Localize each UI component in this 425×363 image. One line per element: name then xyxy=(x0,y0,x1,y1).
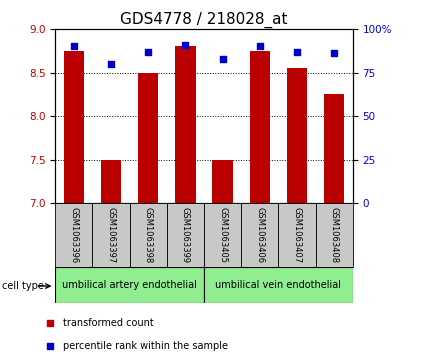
Bar xyxy=(315,203,353,267)
Bar xyxy=(204,203,241,267)
Text: GSM1063396: GSM1063396 xyxy=(69,207,78,263)
Point xyxy=(182,42,189,48)
Bar xyxy=(204,267,353,303)
Text: percentile rank within the sample: percentile rank within the sample xyxy=(63,341,228,351)
Bar xyxy=(212,160,233,203)
Bar xyxy=(55,203,92,267)
Point xyxy=(256,44,263,49)
Bar xyxy=(167,203,204,267)
Bar xyxy=(101,160,121,203)
Point xyxy=(47,320,54,326)
Text: GSM1063399: GSM1063399 xyxy=(181,207,190,263)
Bar xyxy=(175,46,196,203)
Bar xyxy=(92,203,130,267)
Text: cell type: cell type xyxy=(2,281,44,291)
Text: umbilical vein endothelial: umbilical vein endothelial xyxy=(215,280,341,290)
Text: GSM1063405: GSM1063405 xyxy=(218,207,227,263)
Point xyxy=(219,56,226,62)
Point xyxy=(71,44,77,49)
Bar xyxy=(287,68,307,203)
Point xyxy=(294,49,300,54)
Bar xyxy=(138,73,159,203)
Text: GSM1063397: GSM1063397 xyxy=(107,207,116,263)
Text: GSM1063406: GSM1063406 xyxy=(255,207,264,263)
Bar xyxy=(324,94,344,203)
Point xyxy=(145,49,152,54)
Point xyxy=(47,343,54,349)
Bar xyxy=(130,203,167,267)
Point xyxy=(108,61,114,67)
Text: GSM1063398: GSM1063398 xyxy=(144,207,153,263)
Point xyxy=(331,50,337,56)
Text: GSM1063407: GSM1063407 xyxy=(292,207,301,263)
Bar xyxy=(249,51,270,203)
Text: transformed count: transformed count xyxy=(63,318,154,327)
Bar xyxy=(241,203,278,267)
Text: umbilical artery endothelial: umbilical artery endothelial xyxy=(62,280,197,290)
Text: GSM1063408: GSM1063408 xyxy=(330,207,339,263)
Bar xyxy=(64,51,84,203)
Bar xyxy=(55,267,204,303)
Bar xyxy=(278,203,315,267)
Title: GDS4778 / 218028_at: GDS4778 / 218028_at xyxy=(120,12,288,28)
